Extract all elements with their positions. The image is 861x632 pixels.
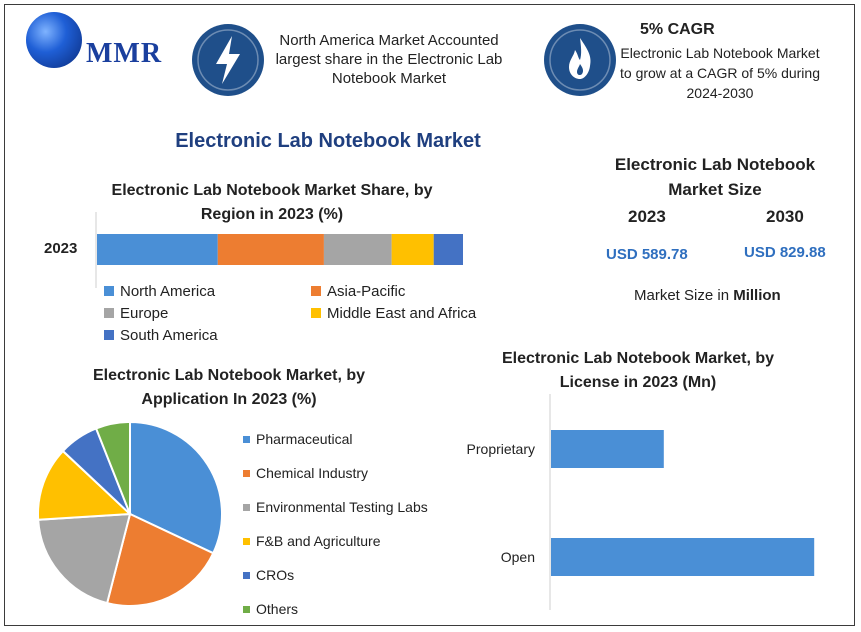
legend-item-middle-east-africa: Middle East and Africa [311, 302, 511, 324]
cagr-text: Electronic Lab Notebook Market to grow a… [620, 45, 820, 101]
legend-swatch [243, 503, 250, 511]
legend-swatch [311, 308, 321, 318]
application-chart-title: Electronic Lab Notebook Market, by Appli… [92, 367, 366, 408]
legend-item-cros: CROs [243, 558, 473, 592]
market-size-unit: Market Size in Million [634, 287, 781, 304]
region-bar-segment-4 [433, 234, 463, 265]
legend-label: F&B and Agriculture [256, 533, 381, 549]
legend-label: Middle East and Africa [327, 304, 477, 322]
license-bar-chart: Proprietary Open [467, 394, 815, 610]
legend-swatch [243, 571, 250, 579]
region-bar-segment-0 [97, 234, 218, 265]
legend-swatch [243, 605, 250, 613]
legend-item-north-america: North America [104, 280, 304, 302]
legend-label: Chemical Industry [256, 465, 369, 481]
market-size-year-2030: 2030 [766, 207, 804, 226]
legend-swatch [243, 469, 250, 477]
legend-label: Asia-Pacific [327, 282, 406, 300]
globe-logo-icon [26, 12, 82, 68]
legend-swatch [104, 308, 114, 318]
region-bar-segment-3 [391, 234, 434, 265]
market-size-year-2023: 2023 [628, 207, 666, 226]
region-stacked-bar-chart [95, 212, 463, 288]
legend-item-chemical-industry: Chemical Industry [243, 456, 473, 490]
region-category-label: 2023 [44, 240, 78, 257]
application-pie-chart [37, 420, 223, 607]
main-title: Electronic Lab Notebook Market [175, 130, 481, 152]
pie-slice-2 [37, 512, 132, 605]
pie-slice-1 [105, 512, 215, 607]
legend-swatch [243, 435, 250, 443]
legend-label: Pharmaceutical [256, 431, 353, 447]
unit-prefix: Market Size in [634, 287, 734, 304]
flame-icon [544, 24, 616, 96]
legend-swatch [243, 537, 250, 545]
region-legend-col-1: North America Europe South America [104, 280, 304, 346]
market-size-title: Electronic Lab Notebook Market Size [614, 155, 816, 199]
license-bar-1 [551, 538, 815, 576]
legend-item-pharmaceutical: Pharmaceutical [243, 422, 473, 456]
lightning-icon [192, 24, 264, 96]
market-size-value-2030: USD 829.88 [744, 244, 826, 261]
pie-slice-3 [37, 449, 133, 521]
cagr-title: 5% CAGR [640, 21, 715, 38]
logo-text: MMR [86, 38, 163, 69]
legend-label: South America [120, 326, 218, 344]
region-bar-segment-2 [323, 234, 392, 265]
legend-item-south-america: South America [104, 324, 304, 346]
legend-item-asia-pacific: Asia-Pacific [311, 280, 511, 302]
pie-slice-0 [129, 420, 223, 555]
legend-swatch [104, 330, 114, 340]
region-bar-segment-1 [217, 234, 324, 265]
region-legend-col-2: Asia-Pacific Middle East and Africa [311, 280, 511, 324]
legend-item-environmental-testing-labs: Environmental Testing Labs [243, 490, 473, 524]
legend-label: Environmental Testing Labs [256, 499, 428, 515]
legend-item-fb-agriculture: F&B and Agriculture [243, 524, 473, 558]
market-size-value-2023: USD 589.78 [606, 246, 688, 263]
pie-slice-5 [94, 420, 131, 515]
legend-swatch [104, 286, 114, 296]
legend-label: Others [256, 601, 299, 617]
legend-swatch [311, 286, 321, 296]
unit-bold: Million [733, 287, 781, 304]
license-category-label-1: Open [501, 549, 535, 565]
license-chart-title: Electronic Lab Notebook Market, by Licen… [501, 350, 775, 391]
region-chart-title: Electronic Lab Notebook Market Share, by… [111, 182, 433, 223]
license-category-label-0: Proprietary [467, 441, 535, 457]
legend-item-others: Others [243, 592, 473, 626]
legend-label: North America [120, 282, 216, 300]
legend-label: Europe [120, 304, 169, 322]
license-bar-0 [551, 430, 664, 468]
application-legend: Pharmaceutical Chemical Industry Environ… [243, 422, 473, 626]
legend-label: CROs [256, 567, 295, 583]
legend-item-europe: Europe [104, 302, 304, 324]
header-left-text: North America Market Accounted largest s… [275, 32, 503, 87]
